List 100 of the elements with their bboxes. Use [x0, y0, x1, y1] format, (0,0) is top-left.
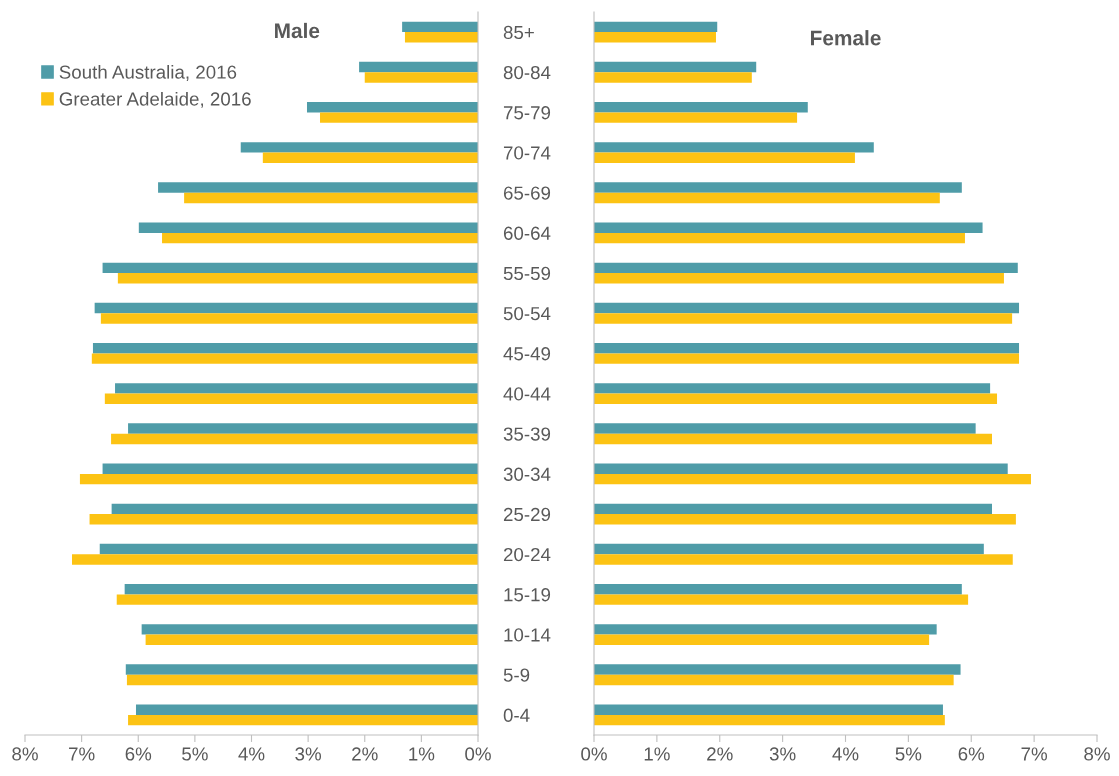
x-tick-label: 0% — [581, 747, 607, 761]
bar — [116, 594, 478, 605]
bar — [594, 152, 855, 164]
x-tick-label: 1% — [644, 747, 670, 761]
bar — [594, 674, 954, 686]
bar — [125, 664, 478, 675]
y-tick-label: 85+ — [503, 25, 534, 40]
bar — [99, 543, 478, 555]
x-tick-label: 4% — [832, 747, 859, 761]
bar — [594, 664, 961, 675]
y-tick-label: 80-84 — [503, 65, 551, 80]
bar — [162, 232, 478, 244]
y-tick-label: 75-79 — [503, 106, 551, 120]
bar — [594, 393, 998, 405]
bar — [89, 514, 478, 525]
bar — [594, 634, 930, 646]
legend-label: Greater Adelaide, 2016 — [59, 91, 251, 108]
bar — [594, 624, 937, 635]
y-tick-label: 45-49 — [503, 347, 551, 361]
x-tick-label: 8% — [1084, 747, 1110, 761]
bar — [124, 583, 478, 595]
bar — [594, 182, 962, 193]
bar — [594, 192, 940, 204]
bar — [594, 543, 984, 555]
x-tick-label: 6% — [125, 747, 152, 761]
bar — [320, 112, 478, 123]
x-tick-label: 2% — [707, 747, 733, 761]
bar — [126, 674, 478, 686]
y-tick-label: 0-4 — [503, 708, 530, 722]
y-tick-label: 30-34 — [503, 467, 551, 481]
bar — [128, 423, 478, 434]
bar — [128, 714, 478, 726]
bar — [91, 353, 478, 364]
x-tick-label: 2% — [352, 747, 378, 761]
bar — [402, 21, 478, 33]
chart-title: Male — [275, 22, 320, 39]
y-tick-label: 65-69 — [503, 186, 551, 200]
bar — [594, 262, 1018, 274]
x-tick-label: 3% — [295, 747, 322, 761]
bar — [359, 61, 478, 73]
bar — [594, 514, 1016, 525]
bar — [594, 273, 1004, 284]
y-tick-label: 5-9 — [503, 668, 530, 682]
legend-label: South Australia, 2016 — [59, 65, 237, 82]
bar — [111, 503, 478, 515]
bar — [102, 262, 478, 274]
x-tick-label: 3% — [769, 747, 796, 761]
bar — [158, 182, 478, 193]
bar — [594, 232, 965, 244]
x-tick-label: 6% — [958, 747, 985, 761]
bar — [594, 222, 983, 233]
bar — [94, 302, 478, 314]
bar — [115, 383, 478, 394]
bar — [117, 273, 478, 284]
bar — [594, 714, 945, 726]
y-tick-label: 15-19 — [504, 588, 551, 602]
x-tick-label: 1% — [409, 747, 435, 761]
text: Female — [811, 30, 881, 46]
y-tick-label: 55-59 — [503, 266, 551, 281]
bar — [594, 101, 808, 113]
bar — [594, 142, 874, 153]
bar — [594, 302, 1020, 314]
bar — [262, 152, 478, 164]
bar — [594, 313, 1013, 324]
bar — [92, 342, 478, 354]
bar — [138, 222, 478, 233]
x-tick-label: 5% — [895, 747, 922, 761]
bar — [111, 433, 478, 445]
bar — [594, 383, 991, 394]
y-tick-label: 40-44 — [503, 387, 551, 401]
x-tick-label: 4% — [238, 747, 265, 761]
x-tick-label: 8% — [12, 747, 38, 761]
bar — [594, 463, 1008, 474]
y-tick-label: 10-14 — [504, 628, 551, 642]
bar — [594, 433, 992, 445]
x-tick-label: 7% — [69, 747, 95, 761]
x-tick-label: 0% — [465, 747, 491, 761]
bar — [594, 583, 962, 595]
bar — [594, 112, 798, 123]
bar — [594, 704, 943, 715]
bar — [594, 554, 1013, 565]
y-tick-label: 50-54 — [503, 306, 551, 321]
bar — [594, 72, 752, 83]
bar — [594, 32, 716, 43]
bar — [306, 101, 478, 113]
x-tick-label: 7% — [1021, 747, 1048, 761]
bar — [240, 142, 478, 153]
bar — [594, 353, 1020, 364]
bar — [72, 554, 478, 565]
bar — [79, 473, 478, 485]
bar — [145, 634, 478, 646]
bar — [594, 503, 992, 515]
bar — [184, 192, 478, 204]
bar — [594, 423, 976, 434]
bar — [404, 32, 478, 43]
y-tick-label: 25-29 — [503, 507, 551, 522]
x-tick-label: 5% — [182, 747, 208, 761]
bar — [135, 704, 478, 715]
bar — [594, 21, 718, 33]
y-tick-label: 20-24 — [503, 547, 551, 562]
